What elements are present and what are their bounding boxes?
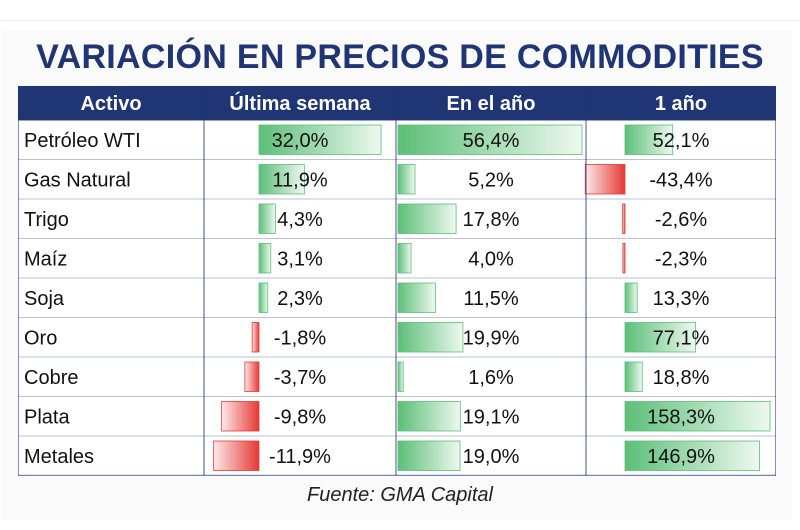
value-label: 19,1%: [463, 406, 520, 428]
asset-name: Plata: [24, 406, 70, 428]
value-label: 5,2%: [468, 169, 514, 191]
bar: [397, 440, 461, 471]
bar: [258, 203, 276, 234]
value-label: -2,3%: [655, 248, 707, 270]
asset-name: Oro: [24, 327, 57, 349]
value-label: 52,1%: [653, 130, 710, 152]
value-label: 11,5%: [463, 288, 518, 310]
value-label: -3,7%: [274, 367, 326, 389]
bar: [221, 401, 260, 432]
asset-name: Trigo: [24, 209, 69, 231]
value-label: 11,9%: [272, 169, 327, 191]
bar: [397, 361, 404, 392]
value-label: 18,8%: [653, 367, 710, 389]
bar: [397, 322, 464, 353]
value-label: 13,3%: [653, 288, 710, 310]
value-label: 19,9%: [463, 327, 520, 349]
value-label: 1,6%: [468, 367, 514, 389]
value-label: -11,9%: [269, 446, 331, 468]
bar: [251, 322, 260, 353]
value-label: -9,8%: [274, 406, 326, 428]
bar: [397, 203, 457, 234]
bar: [258, 282, 269, 313]
bar: [624, 401, 771, 432]
asset-name: Soja: [24, 288, 65, 310]
asset-name: Metales: [24, 446, 94, 468]
bar: [213, 440, 260, 471]
bar: [397, 124, 583, 155]
commodities-table: Activo Última semana En el año 1 año Petróle…: [18, 86, 776, 476]
bar: [584, 164, 626, 195]
bar: [244, 361, 260, 392]
bar: [622, 203, 626, 234]
bar: [624, 440, 760, 471]
asset-name: Maíz: [24, 248, 67, 270]
asset-name: Petróleo WTI: [24, 130, 141, 152]
value-label: 4,3%: [277, 209, 323, 231]
value-label: 3,1%: [277, 248, 323, 270]
bar: [397, 401, 461, 432]
bar: [624, 361, 643, 392]
value-label: 17,8%: [463, 209, 520, 231]
column-header: Activo: [80, 93, 141, 115]
header-row: [18, 86, 776, 120]
bar: [397, 164, 416, 195]
value-label: 146,9%: [647, 446, 715, 468]
value-label: -43,4%: [649, 169, 713, 191]
value-label: 32,0%: [272, 130, 329, 152]
bar: [258, 243, 272, 274]
chart-title: VARIACIÓN EN PRECIOS DE COMMODITIES: [36, 38, 764, 76]
bar: [624, 124, 674, 155]
asset-name: Gas Natural: [24, 169, 131, 191]
value-label: 158,3%: [647, 406, 715, 428]
bar: [624, 282, 638, 313]
value-label: -1,8%: [274, 327, 326, 349]
bar: [397, 243, 412, 274]
column-header: Última semana: [229, 91, 371, 115]
value-label: 4,0%: [468, 248, 514, 270]
value-label: 2,3%: [277, 288, 323, 310]
column-header: 1 año: [655, 93, 707, 115]
bar: [258, 164, 305, 195]
source-note: Fuente: GMA Capital: [306, 484, 493, 506]
bar: [258, 124, 382, 155]
value-label: 56,4%: [463, 130, 520, 152]
bar: [397, 282, 436, 313]
value-label: 77,1%: [653, 327, 710, 349]
asset-name: Cobre: [24, 367, 78, 389]
bar: [622, 243, 626, 274]
column-header: En el año: [447, 93, 536, 115]
value-label: -2,6%: [655, 209, 707, 231]
top-strip: [0, 0, 800, 21]
value-label: 19,0%: [463, 446, 520, 468]
bar: [624, 322, 697, 353]
